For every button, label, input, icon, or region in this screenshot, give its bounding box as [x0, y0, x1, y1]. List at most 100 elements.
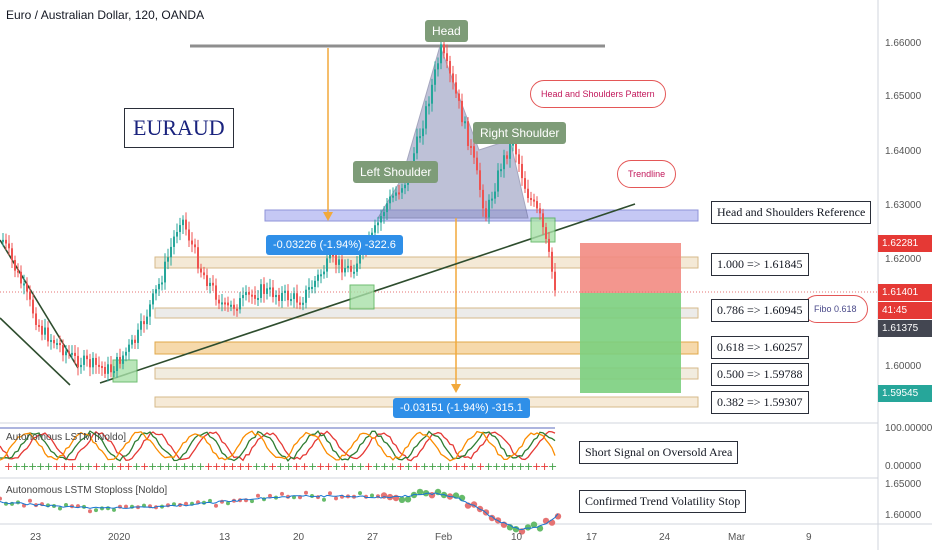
- candle-body: [89, 359, 91, 368]
- candle-body: [5, 239, 7, 244]
- candle-body: [464, 121, 466, 124]
- candle-body: [551, 251, 553, 272]
- price-tick: 1.62000: [885, 254, 922, 265]
- candle-body: [302, 302, 304, 305]
- fib-0382-label: 0.382 => 1.59307: [711, 391, 809, 414]
- oscillator-line: [0, 430, 556, 462]
- candle-body: [224, 302, 226, 305]
- time-tick: 9: [806, 532, 812, 543]
- candle-body: [461, 100, 463, 123]
- signal-marker: +: [276, 460, 285, 473]
- candle-body: [134, 339, 136, 343]
- candle-body: [185, 219, 187, 230]
- stop-dot: [386, 493, 394, 501]
- stop-dot: [304, 490, 308, 495]
- candle-body: [41, 325, 43, 335]
- fib-band-0786: [154, 307, 699, 319]
- candle-body: [8, 243, 10, 249]
- stop-dot: [404, 496, 412, 503]
- candle-body: [62, 345, 64, 356]
- candle-body: [170, 246, 172, 258]
- stop-dot: [530, 521, 538, 528]
- stop-dot: [58, 506, 62, 511]
- signal-marker: +: [236, 460, 245, 473]
- signal-marker: +: [516, 460, 525, 473]
- signal-marker: +: [36, 460, 45, 473]
- candle-body: [173, 236, 175, 247]
- stop-dot: [548, 519, 556, 526]
- candle-body: [383, 212, 385, 217]
- candle-body: [434, 69, 436, 85]
- candle-body: [251, 294, 253, 297]
- candle-body: [404, 184, 406, 189]
- candle-body: [491, 198, 493, 201]
- candle-body: [452, 73, 454, 83]
- stop-dot: [64, 503, 68, 507]
- candle-body: [98, 364, 100, 367]
- time-tick: 13: [219, 532, 231, 543]
- candle-body: [386, 203, 388, 213]
- fib-0786-label: 0.786 => 1.60945: [711, 299, 809, 322]
- signal-marker: +: [268, 460, 277, 473]
- signal-marker: +: [532, 460, 541, 473]
- candle-body: [479, 170, 481, 190]
- signal-marker: +: [436, 460, 445, 473]
- stop-dot: [34, 503, 38, 508]
- candle-body: [32, 299, 34, 314]
- signal-marker: +: [132, 460, 141, 473]
- stop-dot: [416, 488, 424, 496]
- candle-body: [218, 299, 220, 304]
- stop-dot: [94, 508, 98, 513]
- signal-marker: +: [92, 460, 101, 473]
- candle-body: [509, 143, 511, 159]
- signal-marker: +: [180, 460, 189, 473]
- stop-dot: [268, 493, 272, 498]
- candle-body: [497, 170, 499, 192]
- stop-dot: [370, 493, 374, 498]
- candle-body: [125, 351, 127, 356]
- candle-body: [398, 192, 400, 195]
- candle-body: [470, 145, 472, 148]
- hs-pattern-callout: Head and Shoulders Pattern: [530, 80, 666, 108]
- candle-body: [542, 213, 544, 228]
- candle-body: [65, 351, 67, 356]
- stop-dot: [88, 509, 92, 514]
- candle-body: [257, 297, 259, 300]
- candle-body: [317, 274, 319, 281]
- candle-body: [23, 283, 25, 286]
- candle-body: [269, 287, 271, 290]
- candle-body: [506, 155, 508, 159]
- candle-body: [209, 282, 211, 287]
- candle-body: [437, 63, 439, 70]
- candle-body: [206, 275, 208, 287]
- ind1-tick: 100.00000: [885, 423, 932, 434]
- candle-body: [443, 44, 445, 54]
- candle-body: [11, 248, 13, 261]
- stop-dot: [398, 496, 406, 503]
- signal-marker: +: [404, 460, 413, 473]
- candle-body: [401, 188, 403, 193]
- candle-body: [338, 259, 340, 265]
- candle-body: [203, 272, 205, 276]
- signal-marker: +: [548, 460, 557, 473]
- fib-band-0500: [154, 367, 699, 380]
- signal-marker: +: [20, 460, 29, 473]
- candle-body: [344, 267, 346, 273]
- measure-left: -0.03226 (-1.94%) -322.6: [266, 235, 403, 255]
- candle-body: [356, 263, 358, 272]
- signal-marker: +: [372, 460, 381, 473]
- time-tick: 23: [30, 532, 42, 543]
- candle-body: [524, 178, 526, 189]
- candle-body: [188, 229, 190, 241]
- signal-marker: +: [116, 460, 125, 473]
- signal-marker: +: [212, 460, 221, 473]
- time-tick: Mar: [728, 532, 746, 543]
- candle-body: [182, 219, 184, 226]
- stop-dot: [232, 498, 236, 503]
- time-tick: 2020: [108, 532, 131, 543]
- candle-body: [380, 216, 382, 223]
- candle-body: [326, 258, 328, 272]
- candle-body: [494, 191, 496, 199]
- candle-body: [116, 356, 118, 372]
